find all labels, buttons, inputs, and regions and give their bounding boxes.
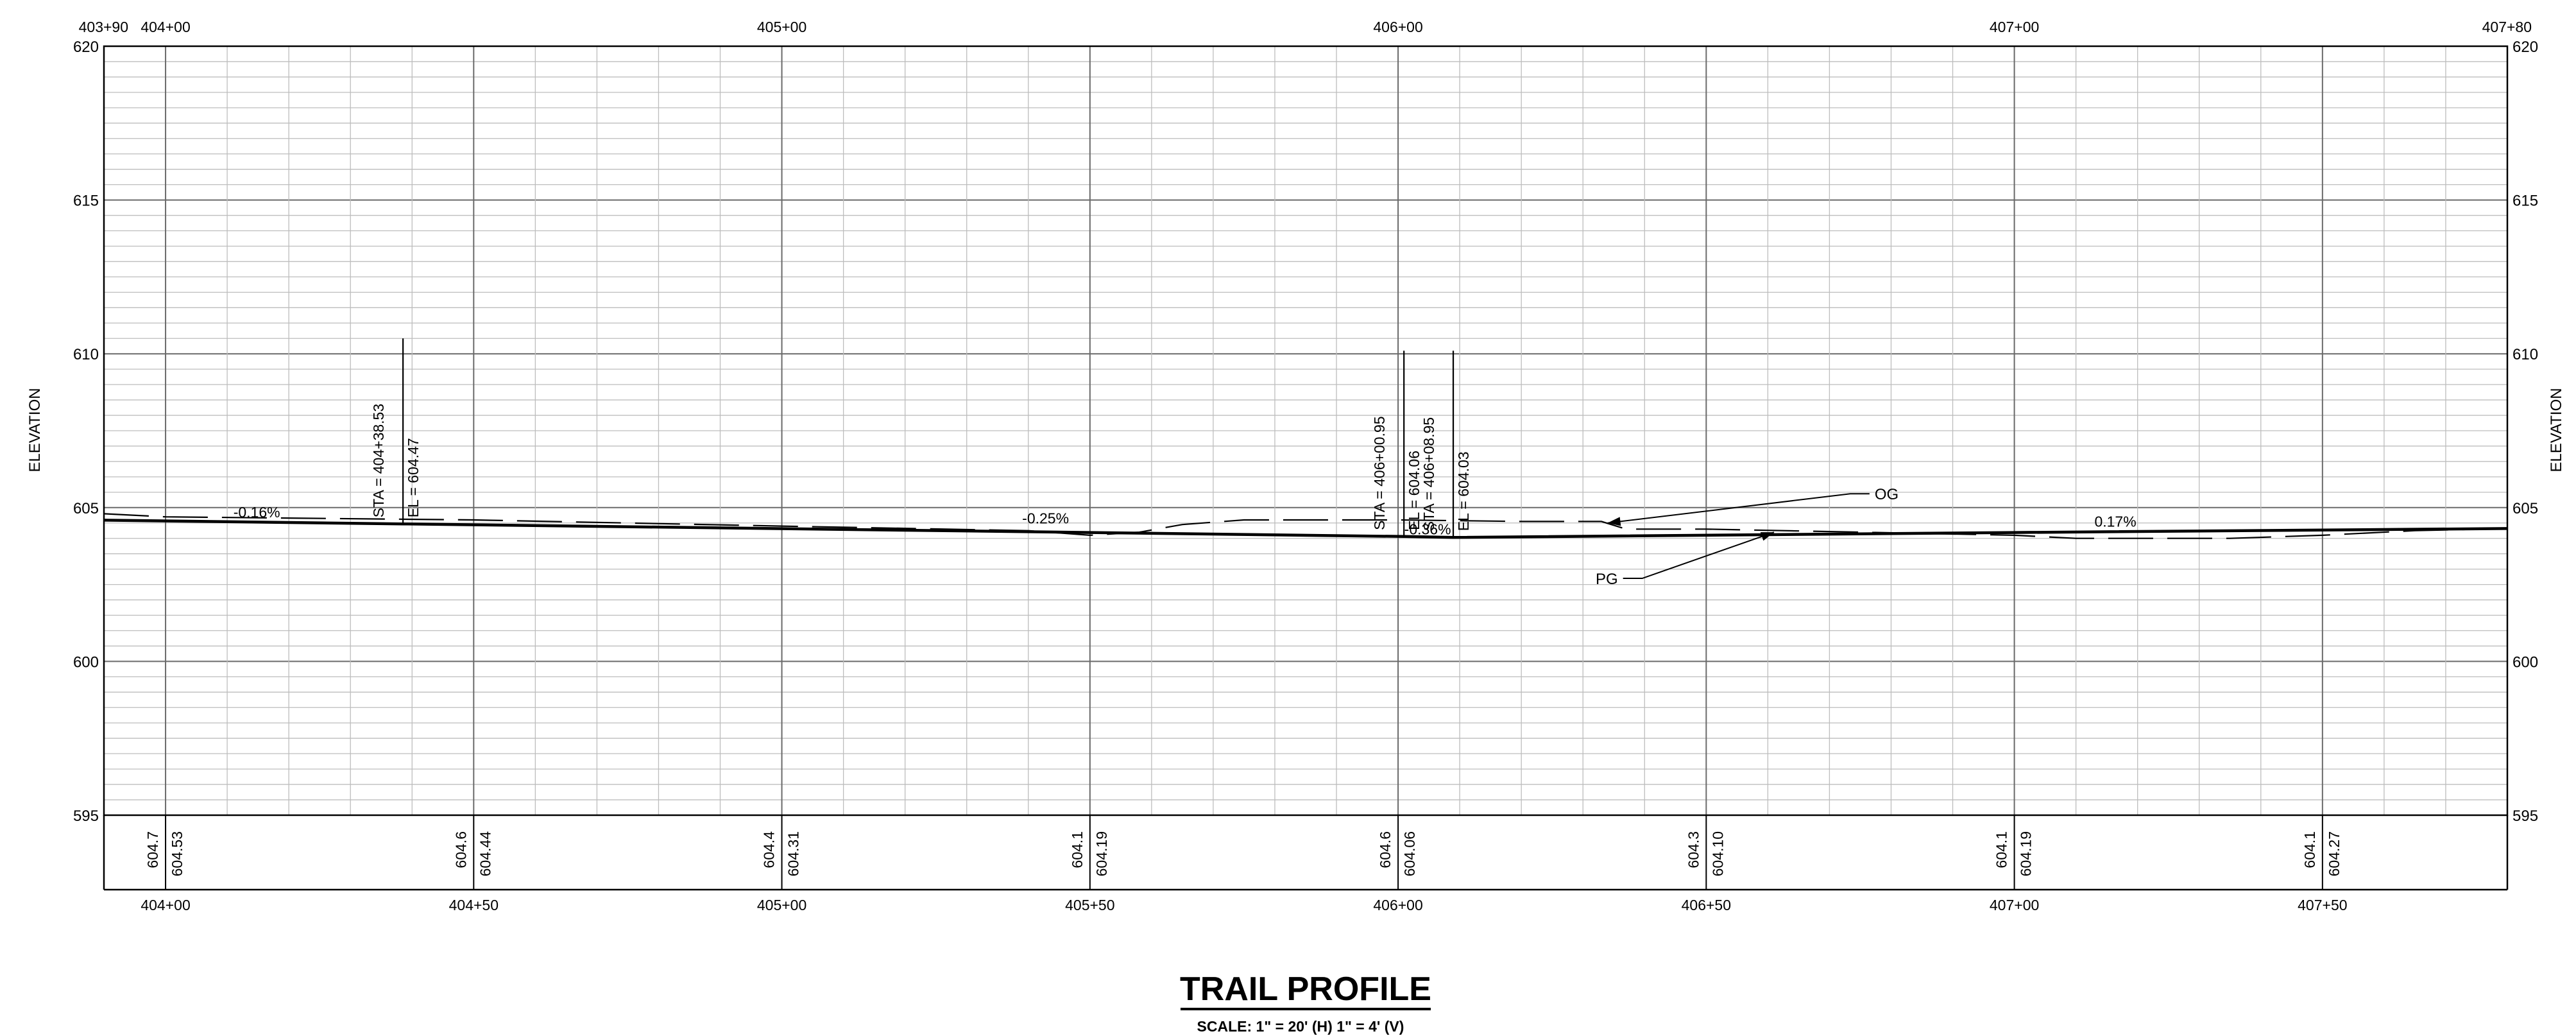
table-proposed-elevation: 604.31 [785, 831, 802, 876]
table-existing-elevation: 604.6 [1377, 831, 1394, 868]
y-tick-label-left: 615 [73, 193, 99, 210]
x-tick-label-top: 405+00 [757, 19, 806, 35]
x-tick-label-bottom: 406+00 [1373, 897, 1422, 913]
callout-station: STA = 404+38.53 [370, 404, 387, 517]
x-tick-label-bottom: 405+00 [757, 897, 806, 913]
axis-label-right: ELEVATION [2548, 388, 2565, 472]
callout-station: STA = 406+08.95 [1420, 417, 1437, 531]
callout-elevation: EL = 604.03 [1455, 451, 1472, 531]
x-tick-label-bottom: 407+00 [1990, 897, 2039, 913]
x-tick-label-bottom: 407+50 [2298, 897, 2347, 913]
table-existing-elevation: 604.7 [144, 831, 161, 868]
y-tick-label-left: 610 [73, 346, 99, 363]
table-proposed-elevation: 604.19 [2018, 831, 2034, 876]
y-tick-label-left: 620 [73, 39, 99, 56]
table-existing-elevation: 604.1 [1069, 831, 1086, 868]
x-tick-label-top: 407+80 [2482, 19, 2532, 35]
profile-axis-labels: 595 595 600 600 605 605 610 610 615 615 620 620 403+… [73, 19, 2538, 913]
grade-label: 0.17% [2094, 513, 2136, 530]
series-label-leader [1607, 493, 1870, 524]
grade-label: -0.36% [1404, 521, 1451, 537]
y-tick-label-right: 615 [2512, 193, 2538, 210]
table-proposed-elevation: 604.27 [2326, 831, 2342, 876]
table-existing-elevation: 604.6 [452, 831, 469, 868]
table-existing-elevation: 604.1 [1993, 831, 2010, 868]
y-tick-label-right: 605 [2512, 500, 2538, 517]
profile-annotations: -0.16% -0.25% -0.36% 0.17% STA = 404+38.53 EL… [234, 338, 2137, 588]
table-proposed-elevation: 604.06 [1401, 831, 1418, 876]
table-proposed-elevation: 604.19 [1093, 831, 1110, 876]
table-existing-elevation: 604.4 [761, 831, 778, 868]
x-tick-label-bottom: 405+50 [1065, 897, 1114, 913]
y-tick-label-left: 600 [73, 653, 99, 671]
plot-border [103, 45, 2509, 816]
series-label-pg: PG [1596, 571, 1618, 588]
sheet-scale: SCALE: 1" = 20' (H) 1" = 4' (V) [1197, 1018, 1404, 1035]
profile-series [103, 513, 2508, 539]
series-label-og: OG [1875, 486, 1898, 503]
series-label-arrow [1607, 517, 1621, 526]
x-tick-label-top: 404+00 [141, 19, 190, 35]
table-proposed-elevation: 604.44 [477, 831, 493, 877]
series-label-leader [1623, 531, 1775, 580]
table-existing-elevation: 604.3 [1685, 831, 1702, 868]
profile-grid [103, 46, 2508, 816]
series-label-arrow [1760, 532, 1774, 541]
series-line-og [103, 513, 2508, 539]
y-tick-label-left: 605 [73, 500, 99, 517]
grade-label: -0.25% [1022, 510, 1069, 527]
profile-frame [103, 45, 2509, 891]
callout-station: STA = 406+00.95 [1371, 417, 1388, 530]
elevation-table: 604.7 604.53 604.6 604.44 604.4 604.31 604.1 60… [144, 815, 2342, 890]
y-tick-label-right: 600 [2512, 653, 2538, 671]
x-tick-label-bottom: 406+50 [1682, 897, 1731, 913]
x-tick-label-top: 403+90 [79, 19, 128, 35]
sheet-title: TRAIL PROFILE [1180, 971, 1431, 1008]
y-tick-label-right: 610 [2512, 346, 2538, 363]
callout-elevation: EL = 604.47 [405, 438, 422, 517]
axis-label-left: ELEVATION [26, 388, 44, 472]
y-tick-label-left: 595 [73, 807, 99, 825]
callout-elevation: EL = 604.06 [1406, 451, 1422, 530]
x-tick-label-bottom: 404+50 [449, 897, 499, 913]
x-tick-label-top: 407+00 [1990, 19, 2039, 35]
table-proposed-elevation: 604.53 [169, 831, 185, 876]
x-tick-label-top: 406+00 [1373, 19, 1422, 35]
grade-label: -0.16% [234, 504, 280, 521]
y-tick-label-right: 595 [2512, 807, 2538, 825]
table-proposed-elevation: 604.10 [1709, 831, 1726, 876]
table-existing-elevation: 604.1 [2301, 831, 2318, 868]
x-tick-label-bottom: 404+00 [141, 897, 190, 913]
y-tick-label-right: 620 [2512, 39, 2538, 56]
